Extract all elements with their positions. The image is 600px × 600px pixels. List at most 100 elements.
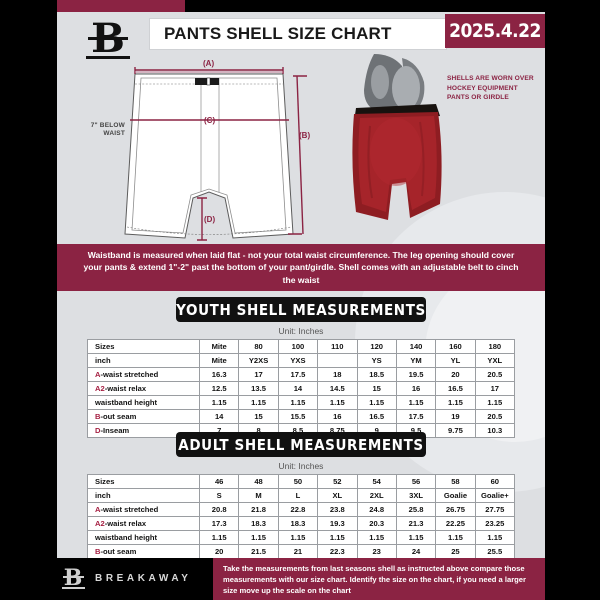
table-cell: 17 [238, 367, 279, 382]
revision-date-text: 2025.4.22 [449, 20, 541, 42]
table-cell: Y2XS [238, 353, 279, 368]
table-cell: YM [395, 353, 437, 368]
table-cell: 23.25 [474, 516, 516, 531]
table-row: Sizes 46 48 50 52 54 56 58 60 [87, 474, 516, 489]
footer-logo-bar-lower [62, 587, 85, 589]
row-label: B-out seam [87, 409, 200, 424]
table-cell: 19.3 [317, 516, 358, 531]
table-cell: 16 [317, 409, 358, 424]
footer-logo-letter: B [63, 565, 83, 591]
table-cell: 26.75 [435, 502, 476, 517]
table-cell: 1.15 [317, 530, 358, 545]
table-cell: YS [356, 353, 397, 368]
table-cell: 22.25 [435, 516, 476, 531]
youth-section-header: YOUTH SHELL MEASUREMENTS [176, 297, 426, 322]
table-cell: 20 [435, 367, 476, 382]
table-cell: 17 [474, 381, 516, 396]
row-label: Sizes [87, 474, 200, 489]
logo-bar-lower [86, 56, 130, 59]
table-cell: 1.15 [435, 395, 476, 410]
table-cell: YXL [474, 353, 516, 368]
table-cell: 1.15 [198, 395, 240, 410]
footer-instruction-text: Take the measurements from last seasons … [223, 563, 526, 595]
table-cell: 140 [395, 339, 437, 354]
main-panel: B PANTS SHELL SIZE CHART 2025.4.22 [57, 12, 545, 558]
row-label: Sizes [87, 339, 200, 354]
table-cell: 80 [238, 339, 279, 354]
table-cell: 20.5 [474, 409, 516, 424]
adult-measurements-table: Sizes 46 48 50 52 54 56 58 60 inch S M L XL 2XL 3XL Goal… [87, 474, 516, 558]
table-cell: 20.5 [474, 367, 516, 382]
photo-caption: SHELLS ARE WORN OVER HOCKEY EQUIPMENT PA… [447, 75, 534, 101]
row-label: waistband height [87, 395, 200, 410]
measure-label-d: (D) [204, 215, 216, 224]
table-row: waistband height 1.15 1.15 1.15 1.15 1.15 1.15… [87, 530, 516, 545]
table-cell: 100 [277, 339, 319, 354]
table-cell: 58 [435, 474, 476, 489]
hockey-shell-photo-svg [352, 54, 442, 220]
table-cell: 23.8 [317, 502, 358, 517]
table-cell: 180 [474, 339, 516, 354]
table-cell: 56 [395, 474, 437, 489]
table-cell: 46 [198, 474, 240, 489]
table-cell: 9.75 [435, 423, 476, 438]
row-label-prefix: B [95, 547, 101, 556]
youth-unit-label: Unit: Inches [278, 326, 324, 336]
table-row: A-waist stretched 16.3 17 17.5 18 18.5 19.5 20 2… [87, 367, 516, 382]
row-label: waistband height [87, 530, 200, 545]
page-footer: B BREAKAWAY Take the measurements from l… [0, 558, 600, 600]
table-cell: 1.15 [277, 530, 319, 545]
top-accent-strip [57, 0, 185, 12]
table-row: inch S M L XL 2XL 3XL Goalie Goalie+ [87, 488, 516, 503]
page-title-text: PANTS SHELL SIZE CHART [164, 24, 392, 43]
table-cell: Goalie [435, 488, 476, 503]
table-cell: 21.5 [238, 544, 279, 558]
table-cell: 14.5 [317, 381, 358, 396]
table-cell: M [238, 488, 279, 503]
table-cell: 22.3 [317, 544, 358, 558]
logo-bar-upper [88, 37, 128, 40]
table-cell: Mite [198, 339, 240, 354]
row-label-prefix: A [95, 505, 101, 514]
measure-label-b: (B) [299, 131, 311, 140]
table-cell: 110 [317, 339, 358, 354]
table-cell: 20.8 [198, 502, 240, 517]
table-cell: 15 [356, 381, 397, 396]
table-cell: S [198, 488, 240, 503]
table-cell: 18 [317, 367, 358, 382]
footer-logo-bar-upper [63, 576, 84, 578]
row-label: D-Inseam [87, 423, 200, 438]
table-cell: 27.75 [474, 502, 516, 517]
table-cell: 15.5 [277, 409, 319, 424]
row-label-prefix: B [95, 412, 101, 421]
table-cell [317, 353, 358, 368]
adult-section-title: ADULT SHELL MEASUREMENTS [178, 435, 424, 454]
table-cell: 1.15 [395, 530, 437, 545]
table-row: A2-waist relax 12.5 13.5 14 14.5 15 16 16.5 17 [87, 381, 516, 396]
table-cell: 3XL [395, 488, 437, 503]
table-cell: 60 [474, 474, 516, 489]
footer-logo-icon: B [60, 566, 86, 592]
table-row: A2-waist relax 17.3 18.3 18.3 19.3 20.3 21.3 22… [87, 516, 516, 531]
table-cell: 160 [435, 339, 476, 354]
product-photo [340, 52, 460, 242]
table-cell: 16.5 [435, 381, 476, 396]
table-cell: 22.8 [277, 502, 319, 517]
row-label-prefix: A [95, 370, 101, 379]
youth-table-body: Sizes Mite 80 100 110 120 140 160 180 inch Mite Y2X… [87, 339, 516, 438]
table-cell: 1.15 [238, 530, 279, 545]
row-label-prefix: D [95, 426, 101, 435]
table-cell: 13.5 [238, 381, 279, 396]
table-cell: 10.3 [474, 423, 516, 438]
row-label: A-waist stretched [87, 367, 200, 382]
table-cell: XL [317, 488, 358, 503]
row-label-prefix: A2 [95, 384, 105, 393]
row-label: inch [87, 488, 200, 503]
table-cell: 14 [277, 381, 319, 396]
table-row: waistband height 1.15 1.15 1.15 1.15 1.15 1.15… [87, 395, 516, 410]
table-cell: 24.8 [356, 502, 397, 517]
table-cell: Goalie+ [474, 488, 516, 503]
row-label: A2-waist relax [87, 381, 200, 396]
adult-table-body: Sizes 46 48 50 52 54 56 58 60 inch S M L XL 2XL 3XL Goal… [87, 474, 516, 558]
